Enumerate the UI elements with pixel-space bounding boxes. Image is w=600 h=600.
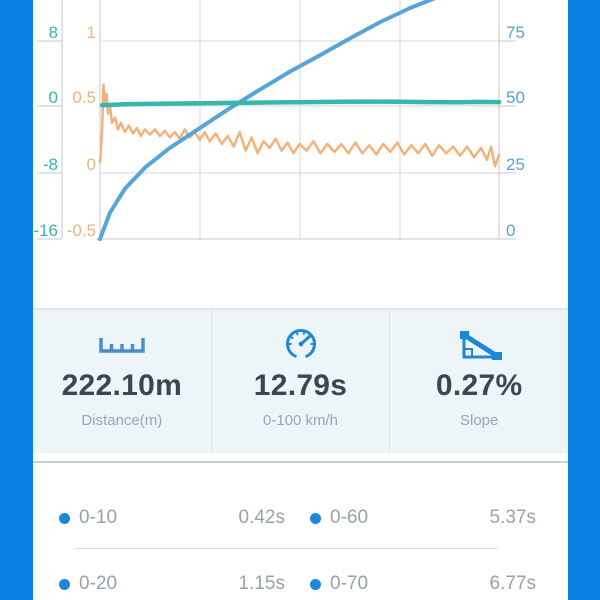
stats-panel: 222.10m Distance(m) bbox=[33, 308, 568, 453]
split-item: 0-60 5.37s bbox=[310, 503, 536, 533]
split-label: 0-70 bbox=[330, 573, 369, 594]
stat-label: Slope bbox=[459, 412, 499, 429]
split-label: 0-60 bbox=[330, 507, 369, 528]
slope-icon bbox=[456, 326, 503, 364]
stat-label: Distance(m) bbox=[81, 412, 163, 429]
ruler-icon bbox=[98, 326, 146, 364]
splits-list[interactable]: 0-10 0.42s 0-60 5.37s 0-20 1.15s 0-70 6.… bbox=[33, 463, 568, 600]
bullet-icon bbox=[310, 512, 321, 524]
stat-value: 12.79s bbox=[253, 369, 348, 402]
split-value: 5.37s bbox=[489, 507, 536, 528]
performance-chart[interactable]: 8 0 -8 -16 1 0.5 0 -0.5 75 50 25 0 bbox=[33, 0, 568, 310]
chart-grid bbox=[100, 0, 499, 239]
right-axis-tick-label: 25 bbox=[506, 155, 525, 174]
split-value: 1.15s bbox=[238, 573, 285, 594]
split-label: 0-10 bbox=[79, 507, 118, 528]
right-axis-tick-label: 75 bbox=[506, 23, 525, 42]
series-acceleration-trace bbox=[98, 83, 501, 168]
right-axis-tick-label: 0 bbox=[506, 221, 515, 240]
chart-series bbox=[98, 0, 502, 241]
split-item: 0-70 6.77s bbox=[310, 569, 536, 599]
split-item: 0-20 1.15s bbox=[59, 569, 285, 599]
stat-zero-to-hundred: 12.79s 0-100 km/h bbox=[210, 310, 390, 453]
bullet-icon bbox=[310, 578, 321, 590]
split-value: 6.77s bbox=[489, 573, 536, 594]
left-axis-tick-label: 8 bbox=[49, 23, 58, 42]
content-card: 8 0 -8 -16 1 0.5 0 -0.5 75 50 25 0 bbox=[33, 0, 568, 600]
secondary-axis-tick-label: -0.5 bbox=[67, 221, 96, 240]
chart-axes bbox=[37, 0, 516, 240]
left-axis-tick-label: -8 bbox=[43, 155, 58, 174]
left-axis-tick-label: -16 bbox=[33, 221, 58, 240]
series-baseline-trace bbox=[99, 99, 502, 108]
stat-value: 222.10m bbox=[61, 369, 183, 402]
split-value: 0.42s bbox=[238, 507, 285, 528]
bullet-icon bbox=[59, 578, 70, 590]
secondary-axis-tick-label: 0 bbox=[87, 155, 96, 174]
bullet-icon bbox=[59, 512, 70, 524]
section-divider bbox=[33, 461, 568, 463]
stat-distance: 222.10m Distance(m) bbox=[33, 310, 211, 453]
stat-label: 0-100 km/h bbox=[262, 412, 339, 429]
split-item: 0-10 0.42s bbox=[59, 503, 285, 533]
row-divider bbox=[75, 548, 498, 549]
stat-slope: 0.27% Slope bbox=[389, 310, 568, 453]
split-label: 0-20 bbox=[79, 573, 118, 594]
stat-value: 0.27% bbox=[435, 369, 523, 402]
series-speed-curve bbox=[98, 0, 436, 241]
left-axis-tick-label: 0 bbox=[49, 88, 58, 107]
secondary-axis-tick-label: 0.5 bbox=[72, 88, 96, 107]
speedometer-icon bbox=[283, 326, 319, 364]
right-axis-tick-label: 50 bbox=[506, 88, 525, 107]
secondary-axis-tick-label: 1 bbox=[87, 23, 96, 42]
chart-canvas: 8 0 -8 -16 1 0.5 0 -0.5 75 50 25 0 bbox=[33, 0, 525, 241]
